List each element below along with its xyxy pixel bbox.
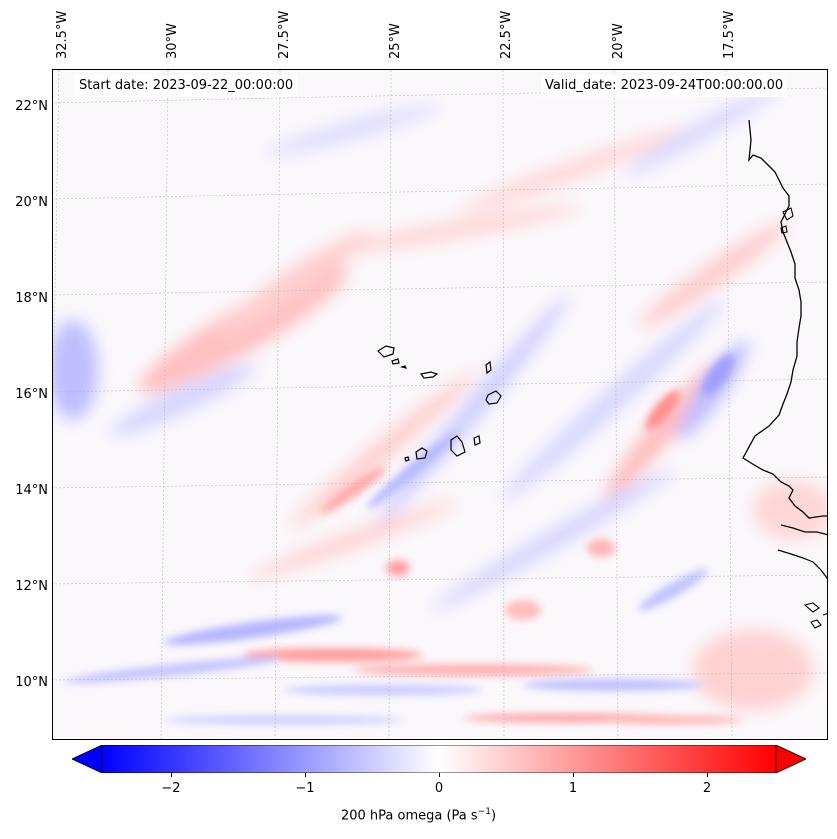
island-brava <box>404 456 410 462</box>
island-sao-vicente <box>391 358 400 365</box>
colorbar-min-extend <box>71 744 103 774</box>
negative-omega-band <box>63 657 283 683</box>
gridline-22n <box>53 87 827 104</box>
lat-label-18n: 18°N <box>15 291 48 306</box>
colorbar-tickmark <box>305 773 306 777</box>
omega-field-map <box>53 70 827 739</box>
island-maio <box>473 435 481 446</box>
negative-omega-band <box>163 615 343 645</box>
colorbar-tick-label: −2 <box>161 781 181 796</box>
coastal-island <box>782 207 794 221</box>
positive-omega-blob <box>645 390 681 430</box>
island-sal <box>485 360 492 375</box>
lon-label-17.5w: 17.5°W <box>722 10 737 59</box>
colorbar-max-extend <box>775 744 807 774</box>
negative-omega-band <box>110 364 256 436</box>
graticule <box>53 70 827 739</box>
negative-omega-band <box>53 320 98 420</box>
negative-omega-blob <box>701 353 735 397</box>
island-sao-nicolau <box>419 371 439 379</box>
colorbar-tick-label: 2 <box>702 781 712 796</box>
positive-omega-band <box>460 127 686 213</box>
colorbar-tickmark <box>171 773 172 777</box>
island-santo-antao <box>377 345 395 358</box>
positive-omega-band <box>753 480 827 540</box>
island-fogo <box>415 447 428 460</box>
negative-omega-band <box>366 431 460 509</box>
gridline-16n <box>53 378 827 393</box>
negative-omega-band <box>163 716 403 724</box>
positive-omega-band <box>353 664 593 676</box>
positive-omega-band <box>693 630 813 710</box>
positive-omega-blob <box>587 539 615 557</box>
colorbar-tickmark <box>573 773 574 777</box>
positive-omega-band <box>604 360 722 500</box>
positive-omega-blob <box>386 560 410 576</box>
negative-omega-band <box>266 104 440 156</box>
lon-label-30w: 30°W <box>165 23 180 59</box>
lat-label-10n: 10°N <box>15 675 48 690</box>
negative-omega-band <box>283 685 483 695</box>
negative-omega-band <box>523 679 703 691</box>
coastal-island <box>780 225 788 234</box>
positive-omega-band <box>243 648 423 662</box>
colorbar-tick-label: 1 <box>568 781 578 796</box>
colorbar-tickmark <box>707 773 708 777</box>
island-santiago <box>450 435 466 457</box>
cape-verde-islands <box>377 345 502 462</box>
colorbar-tick-label: 0 <box>434 781 444 796</box>
positive-omega-band <box>638 222 788 328</box>
lon-label-22.5w: 22.5°W <box>499 10 514 59</box>
colorbar-tick-label: −1 <box>295 781 315 796</box>
lon-label-27.5w: 27.5°W <box>277 10 292 59</box>
positive-omega-band <box>603 716 743 724</box>
start-date-label: Start date: 2023-09-22_00:00:00 <box>75 75 298 97</box>
colorbar-graphic <box>71 744 807 774</box>
gridline-10n <box>53 672 827 681</box>
gridline-18n <box>53 281 827 296</box>
colorbar-tickmark <box>439 773 440 777</box>
lon-label-25w: 25°W <box>388 23 403 59</box>
island-santa-luzia <box>399 365 408 369</box>
lat-label-16n: 16°N <box>15 387 48 402</box>
positive-omega-band <box>324 205 582 255</box>
guinea-bissau-coast <box>777 549 827 580</box>
lon-label-20w: 20°W <box>611 23 626 59</box>
gridline-14n <box>53 476 827 489</box>
lat-label-12n: 12°N <box>15 579 48 594</box>
lat-label-20n: 20°N <box>15 195 48 210</box>
positive-omega-blob <box>505 600 541 620</box>
colorbar-body <box>101 744 777 774</box>
africa-coastline <box>742 119 827 519</box>
negative-omega-band <box>624 84 782 176</box>
gridline-12n <box>53 574 827 585</box>
positive-omega-band <box>218 232 368 338</box>
positive-omega-band <box>249 501 457 579</box>
omega-broad-features <box>53 84 827 710</box>
gambia-coast <box>780 524 827 536</box>
valid-date-label: Valid_date: 2023-09-24T00:00:00.00 <box>541 75 788 97</box>
positive-omega-band <box>290 372 476 528</box>
lon-label-32.5w: 32.5°W <box>55 10 70 59</box>
lat-label-14n: 14°N <box>15 483 48 498</box>
bissagos-islands <box>803 602 827 629</box>
map-panel[interactable] <box>52 69 828 740</box>
lat-label-22n: 22°N <box>15 99 48 114</box>
negative-omega-band <box>431 469 675 611</box>
negative-omega-band <box>638 569 708 611</box>
omega-fine-features <box>63 353 743 724</box>
colorbar <box>71 744 807 774</box>
island-boa-vista <box>485 390 502 405</box>
positive-omega-band <box>320 466 386 514</box>
colorbar-label: 200 hPa omega (Pa s−1) <box>340 807 497 824</box>
negative-omega-band <box>501 299 725 501</box>
gridline-20n <box>53 183 827 200</box>
